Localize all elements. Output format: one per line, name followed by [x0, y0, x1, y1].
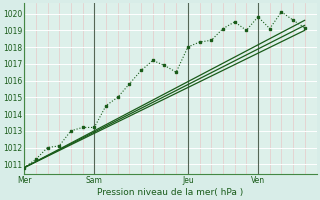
X-axis label: Pression niveau de la mer( hPa ): Pression niveau de la mer( hPa )	[97, 188, 244, 197]
